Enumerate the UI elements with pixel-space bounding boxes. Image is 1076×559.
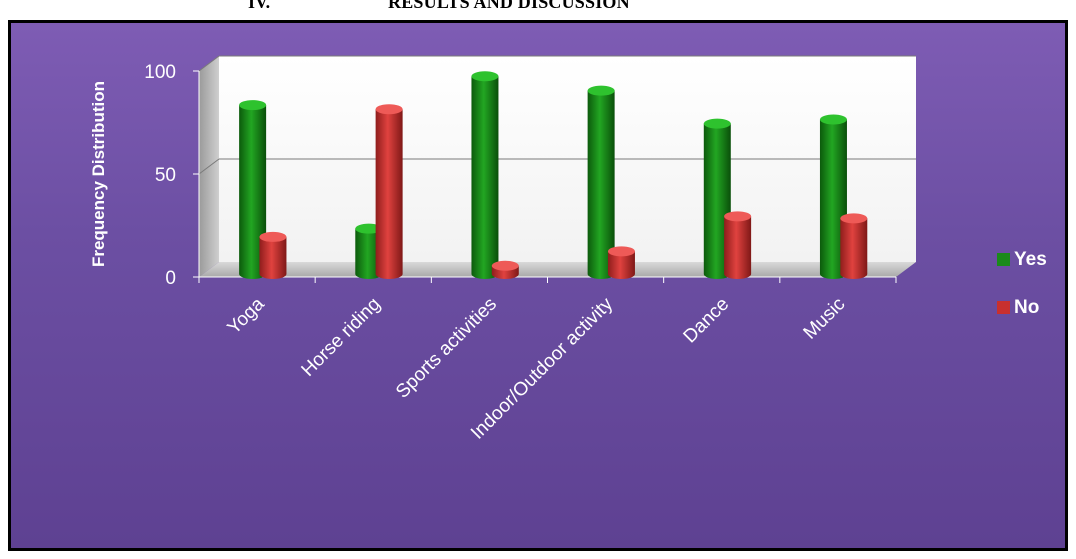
bar-body (724, 216, 752, 279)
bar-body (587, 90, 615, 279)
bar-yes (355, 223, 383, 279)
bar-top (259, 231, 287, 242)
bar-no (840, 213, 868, 279)
legend-swatch-yes (997, 253, 1010, 266)
y-tick-label: 100 (144, 62, 176, 83)
section-title: RESULTS AND DISCUSSION (388, 0, 630, 12)
bar-body (607, 251, 635, 279)
gridline-side (198, 55, 220, 72)
x-tick-label: Sports activities (392, 294, 501, 403)
bar-top (491, 260, 519, 271)
bar-no (491, 260, 519, 279)
bar-top (355, 223, 383, 234)
x-tick-label: Music (800, 294, 850, 344)
bar-body (840, 218, 868, 279)
gridlines (198, 55, 916, 175)
x-tick-label: Dance (680, 294, 734, 348)
legend: Yes No (997, 249, 1047, 318)
bar-top (587, 85, 615, 96)
bar-top (607, 246, 635, 257)
bars-group (239, 71, 868, 280)
y-axis-label: Frequency Distribution (89, 81, 108, 267)
legend-label-yes: Yes (1014, 249, 1047, 270)
bar-yes (471, 71, 499, 280)
legend-label-no: No (1014, 297, 1039, 318)
section-number: IV. (248, 0, 271, 12)
bar-yes (703, 118, 731, 280)
bar-top (724, 211, 752, 222)
bar-no (259, 231, 287, 279)
bar-top (840, 213, 868, 224)
bar-body (239, 105, 267, 279)
bar-no (607, 246, 635, 279)
bar-body (375, 109, 403, 279)
bar-body (471, 76, 499, 280)
y-tick-label: 50 (155, 165, 176, 186)
section-heading: IV. RESULTS AND DISCUSSION (0, 0, 1076, 20)
bar-body (819, 119, 847, 279)
bar-top (819, 114, 847, 125)
bar-body (703, 123, 731, 280)
bar-no (724, 211, 752, 279)
x-tick-labels: Yoga Horse riding Sports activitiesIndoor/… (198, 277, 897, 444)
y-tick-label: 0 (165, 268, 176, 289)
x-tick-label: Yoga (224, 293, 269, 338)
legend-swatch-no (997, 301, 1010, 314)
bar-no (375, 104, 403, 279)
bar-body (259, 236, 287, 279)
y-tick-labels: 0 50 100 (144, 62, 199, 289)
bar-top (375, 104, 403, 115)
gridline-side (198, 158, 220, 175)
bar-top (471, 71, 499, 82)
bar-body (355, 228, 383, 279)
chart-floor (199, 262, 916, 277)
bar-yes (587, 85, 615, 279)
bar-yes (239, 100, 267, 279)
bar-yes (819, 114, 847, 279)
x-tick-label: Horse riding (298, 294, 385, 381)
bar-top (703, 118, 731, 129)
bar-top (239, 100, 267, 111)
